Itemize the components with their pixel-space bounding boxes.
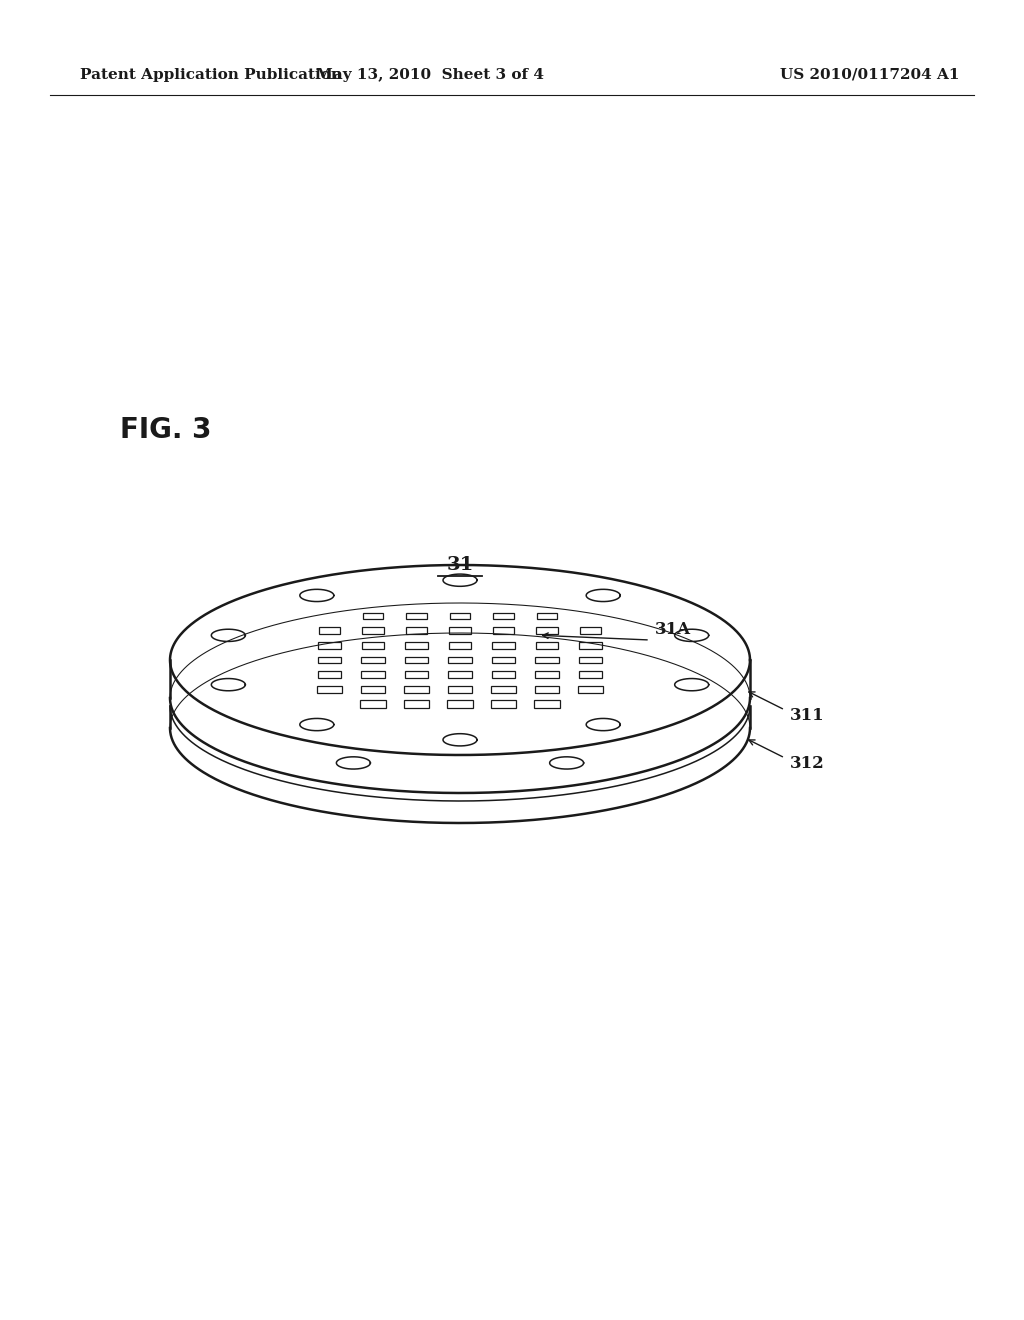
Bar [450, 612, 470, 619]
Bar [362, 627, 384, 634]
Text: 31: 31 [446, 556, 474, 574]
Bar [406, 627, 427, 634]
Bar [317, 656, 341, 664]
Bar [493, 627, 514, 634]
Bar [404, 671, 428, 678]
Bar [449, 656, 472, 664]
Text: 311: 311 [790, 706, 824, 723]
Bar [493, 642, 515, 648]
Bar [579, 671, 602, 678]
Bar [318, 627, 340, 634]
Bar [449, 642, 471, 648]
Bar [537, 612, 557, 619]
Bar [536, 642, 558, 648]
Bar [406, 612, 427, 619]
Bar [404, 686, 429, 693]
Bar [536, 656, 558, 664]
Bar [318, 642, 341, 648]
Bar [492, 656, 515, 664]
Bar [537, 627, 558, 634]
Bar [535, 701, 560, 708]
Bar [580, 627, 601, 634]
Bar [492, 686, 516, 693]
Bar [579, 656, 602, 664]
Bar [493, 612, 514, 619]
Bar [317, 686, 342, 693]
Bar [362, 612, 384, 619]
Bar [579, 686, 603, 693]
Bar [447, 701, 473, 708]
Bar [536, 671, 559, 678]
Bar [404, 656, 428, 664]
Bar [447, 686, 472, 693]
Bar [490, 701, 516, 708]
Bar [317, 671, 341, 678]
Bar [361, 656, 385, 664]
Text: FIG. 3: FIG. 3 [120, 416, 212, 444]
Bar [580, 642, 602, 648]
Text: US 2010/0117204 A1: US 2010/0117204 A1 [780, 69, 959, 82]
Text: 31A: 31A [655, 622, 691, 639]
Bar [403, 701, 429, 708]
Bar [535, 686, 559, 693]
Bar [406, 642, 428, 648]
Bar [449, 671, 472, 678]
Bar [450, 627, 471, 634]
Text: May 13, 2010  Sheet 3 of 4: May 13, 2010 Sheet 3 of 4 [316, 69, 544, 82]
Bar [360, 686, 385, 693]
Bar [361, 642, 384, 648]
Bar [360, 701, 386, 708]
Bar [492, 671, 515, 678]
Text: Patent Application Publication: Patent Application Publication [80, 69, 342, 82]
Bar [361, 671, 385, 678]
Text: 312: 312 [790, 755, 824, 771]
